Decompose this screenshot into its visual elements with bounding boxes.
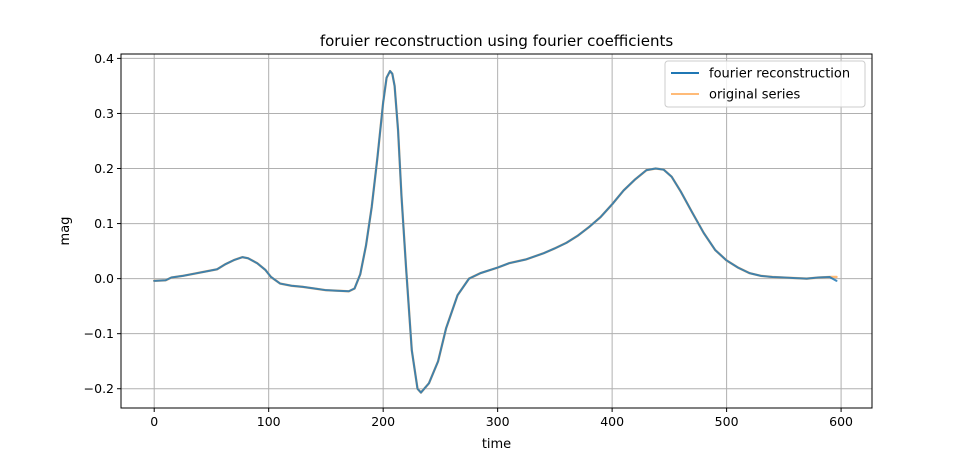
x-axis-label: time [482,437,511,452]
y-tick-label: 0.3 [94,106,114,121]
legend-box [664,60,866,108]
plot-frame [120,53,873,409]
y-tick-label: −0.2 [84,381,114,396]
x-tick-label: 500 [715,414,739,429]
x-tick-label: 0 [150,414,158,429]
legend-label: fourier reconstruction [709,67,850,82]
y-axis-label: mag [58,217,73,246]
x-tick-label: 300 [486,414,510,429]
series-layer [152,69,838,394]
y-tick-label: 0.1 [94,216,114,231]
tick-layer: 0 100 200 300 400 500 600 −0.2 −0.1 0.0 0.1 0.2 0.3 0… [84,51,853,429]
legend-label: original series [709,88,800,103]
x-tick-label: 200 [371,414,395,429]
legend: fourier reconstruction original series [664,60,866,108]
chart-title: foruier reconstruction using fourier coe… [320,32,674,50]
y-tick-label: −0.1 [84,326,114,341]
y-tick-label: 0.0 [94,271,114,286]
y-tick-label: 0.4 [94,51,114,66]
x-tick-label: 100 [257,414,281,429]
y-tick-label: 0.2 [94,161,114,176]
x-tick-label: 400 [600,414,624,429]
series-line-fourier-reconstruction [153,70,838,394]
x-tick-label: 600 [829,414,853,429]
